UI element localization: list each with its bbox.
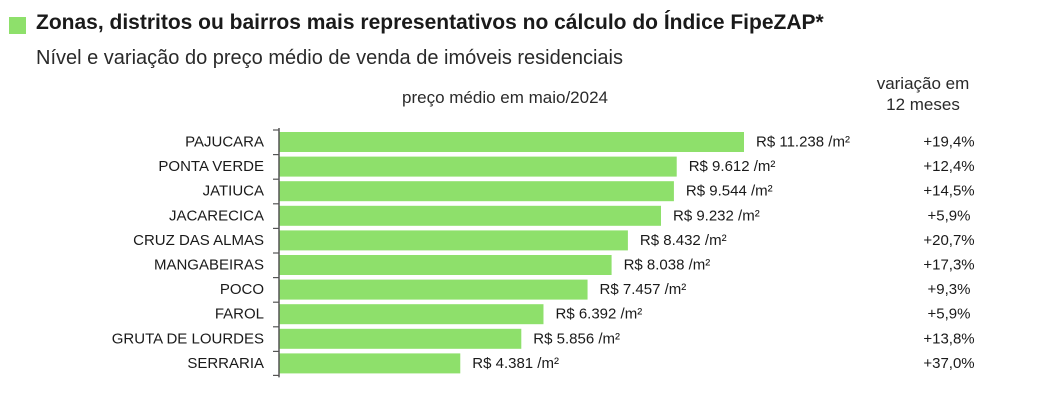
data-label: R$ 6.392 /m² xyxy=(555,306,642,323)
chart-title: Zonas, distritos ou bairros mais represe… xyxy=(36,11,824,34)
variation-label: +14,5% xyxy=(923,183,974,200)
variation-label: +17,3% xyxy=(923,257,974,274)
chart-subtitle: Nível e variação do preço médio de venda… xyxy=(36,47,623,69)
variation-label: +5,9% xyxy=(928,306,971,323)
bar xyxy=(279,304,544,325)
category-label: JATIUCA xyxy=(203,183,264,200)
category-label: JACARECICA xyxy=(169,207,264,224)
data-label: R$ 9.544 /m² xyxy=(686,183,773,200)
data-label: R$ 9.612 /m² xyxy=(689,158,776,175)
category-label: FAROL xyxy=(215,306,264,323)
variation-label: +13,8% xyxy=(923,330,974,347)
variation-label: +12,4% xyxy=(923,158,974,175)
data-label: R$ 9.232 /m² xyxy=(673,207,760,224)
data-label: R$ 11.238 /m² xyxy=(756,134,850,151)
data-label: R$ 7.457 /m² xyxy=(600,281,687,298)
variation-label: +5,9% xyxy=(928,207,971,224)
bar xyxy=(279,353,461,374)
bar xyxy=(279,230,628,251)
category-label: CRUZ DAS ALMAS xyxy=(133,232,264,249)
variation-column-header: variação em 12 meses xyxy=(858,73,988,115)
category-label: SERRARIA xyxy=(187,355,264,372)
data-label: R$ 8.038 /m² xyxy=(624,257,711,274)
title-marker-square xyxy=(9,17,26,34)
variation-header-line-2: 12 meses xyxy=(886,95,960,114)
bar xyxy=(279,205,661,226)
bar xyxy=(279,328,522,349)
variation-label: +9,3% xyxy=(928,281,971,298)
bar xyxy=(279,255,612,275)
bar xyxy=(279,279,588,300)
data-label: R$ 8.432 /m² xyxy=(640,232,727,249)
category-label: PONTA VERDE xyxy=(158,158,264,175)
category-label: GRUTA DE LOURDES xyxy=(112,330,264,347)
data-label: R$ 4.381 /m² xyxy=(472,355,559,372)
variation-label: +37,0% xyxy=(923,355,974,372)
bar xyxy=(279,132,744,152)
category-label: POCO xyxy=(220,281,264,298)
value-column-header: preço médio em maio/2024 xyxy=(402,88,609,107)
bar xyxy=(279,181,674,202)
variation-label: +19,4% xyxy=(923,134,974,151)
bar xyxy=(279,156,677,177)
variation-header-line-1: variação em xyxy=(876,74,970,93)
category-label: PAJUCARA xyxy=(185,134,264,151)
variation-label: +20,7% xyxy=(923,232,974,249)
data-label: R$ 5.856 /m² xyxy=(533,330,620,347)
category-label: MANGABEIRAS xyxy=(154,257,264,274)
